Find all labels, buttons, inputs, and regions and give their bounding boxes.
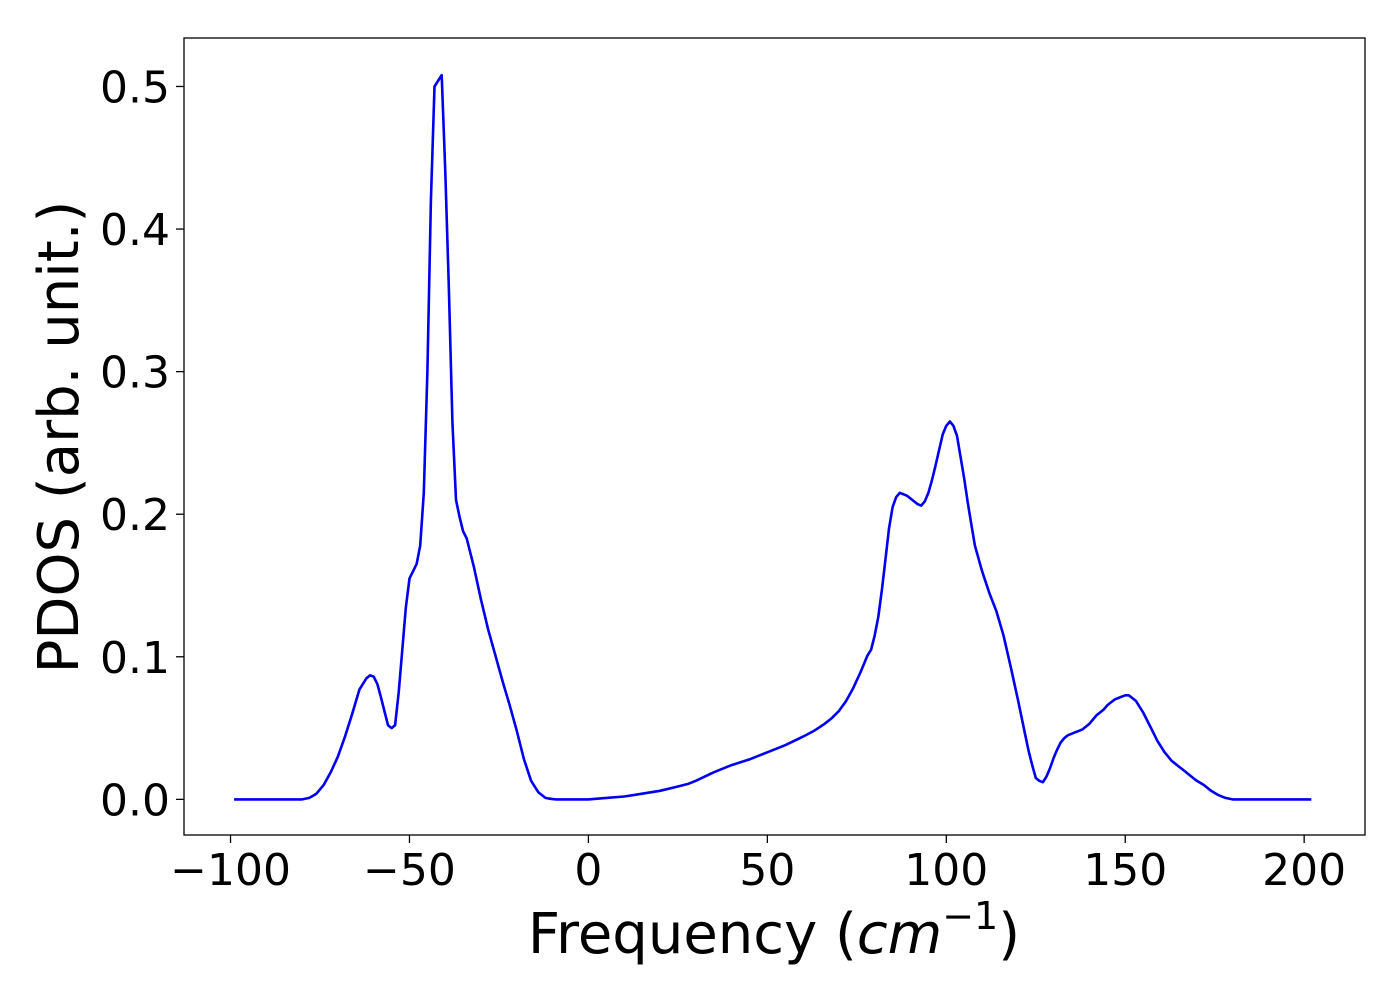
y-axis-label: PDOS (arb. unit.) xyxy=(27,201,92,674)
pdos-series-line xyxy=(234,73,1312,801)
x-axis-label: Frequency (cm−1) xyxy=(528,894,1020,967)
x-axis: −100 −50 0 50 100 150 200 xyxy=(170,835,1346,896)
x-tick-label: −50 xyxy=(363,845,456,896)
y-tick-label: 0.5 xyxy=(100,62,170,113)
x-tick-label: 100 xyxy=(904,845,988,896)
y-tick-label: 0.1 xyxy=(100,633,170,684)
y-tick-label: 0.2 xyxy=(100,490,170,541)
y-tick-label: 0.4 xyxy=(100,205,170,256)
x-tick-label: −100 xyxy=(170,845,291,896)
x-tick-label: 200 xyxy=(1262,845,1346,896)
y-axis: 0.0 0.1 0.2 0.3 0.4 0.5 xyxy=(100,62,184,826)
x-tick-label: 0 xyxy=(574,845,602,896)
y-tick-label: 0.0 xyxy=(100,775,170,826)
x-tick-label: 50 xyxy=(739,845,795,896)
plot-frame xyxy=(183,37,1366,836)
x-tick-label: 150 xyxy=(1083,845,1167,896)
y-tick-label: 0.3 xyxy=(100,348,170,399)
